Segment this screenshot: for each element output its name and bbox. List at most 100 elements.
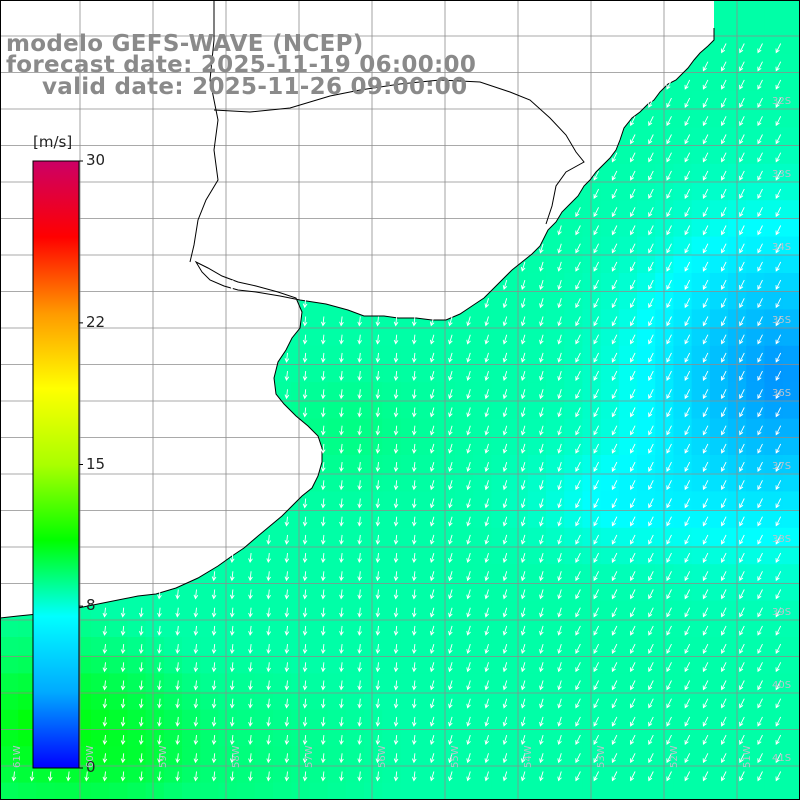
wind-cell — [655, 673, 674, 693]
wind-arrow — [684, 680, 691, 691]
wind-arrow — [411, 352, 417, 363]
wind-cell — [345, 400, 365, 420]
wind-arrow — [411, 371, 417, 382]
wind-arrow — [648, 625, 654, 636]
wind-cell — [782, 72, 800, 92]
wind-cell — [400, 473, 420, 492]
wind-cell — [582, 655, 602, 674]
wind-arrow — [466, 716, 471, 727]
wind-arrow — [484, 425, 490, 436]
wind-arrow — [302, 389, 308, 400]
wind-cell — [600, 163, 620, 183]
wind-cell — [473, 600, 492, 620]
wind-arrow — [211, 662, 217, 673]
wind-cell — [182, 746, 201, 765]
wind-arrow — [629, 170, 636, 181]
wind-cell — [655, 382, 674, 401]
wind-cell — [436, 455, 456, 474]
wind-arrow — [357, 334, 362, 345]
wind-cell — [764, 491, 784, 511]
wind-arrow — [520, 552, 526, 563]
wind-arrow — [429, 643, 435, 654]
wind-arrow — [502, 771, 508, 782]
wind-cell — [709, 364, 729, 383]
wind-arrow — [629, 461, 636, 472]
wind-cell — [309, 491, 329, 511]
wind-arrow — [611, 298, 618, 309]
wind-cell — [182, 618, 201, 638]
wind-arrow — [629, 589, 636, 600]
wind-arrow — [666, 170, 672, 181]
wind-arrow — [684, 516, 691, 527]
wind-arrow — [702, 188, 709, 199]
wind-cell — [91, 691, 110, 711]
wind-arrow — [684, 243, 691, 254]
wind-cell — [582, 291, 602, 310]
wind-arrow — [557, 571, 562, 582]
wind-arrow — [539, 352, 544, 363]
wind-cell — [473, 491, 492, 511]
wind-cell — [145, 637, 165, 656]
wind-arrow — [520, 480, 526, 491]
wind-arrow — [629, 370, 636, 381]
wind-cell — [509, 436, 529, 456]
wind-cell — [546, 546, 565, 565]
wind-arrow — [84, 771, 89, 782]
wind-arrow — [157, 607, 162, 618]
wind-arrow — [702, 352, 709, 363]
wind-arrow — [357, 680, 362, 691]
wind-arrow — [775, 334, 782, 345]
wind-arrow — [302, 371, 308, 382]
wind-arrow — [575, 662, 581, 673]
wind-arrow — [557, 662, 562, 673]
wind-cell — [673, 455, 693, 474]
wind-arrow — [629, 443, 636, 454]
wind-cell — [691, 127, 711, 147]
wind-cell — [546, 236, 565, 256]
wind-arrow — [502, 443, 508, 454]
wind-arrow — [702, 771, 709, 782]
wind-cell — [418, 746, 438, 765]
wind-arrow — [175, 625, 180, 636]
wind-arrow — [229, 553, 235, 564]
wind-cell — [182, 709, 201, 729]
wind-cell — [746, 273, 765, 292]
wind-cell — [345, 509, 365, 529]
wind-cell — [491, 455, 511, 474]
wind-arrow — [539, 316, 544, 327]
wind-arrow — [611, 607, 618, 618]
wind-arrow — [611, 334, 618, 345]
wind-cell — [509, 546, 529, 565]
wind-arrow — [648, 443, 654, 454]
wind-arrow — [484, 389, 490, 400]
wind-arrow — [339, 735, 344, 746]
wind-arrow — [339, 753, 344, 764]
wind-cell — [345, 691, 365, 711]
wind-arrow — [448, 534, 453, 545]
wind-arrow — [448, 643, 453, 654]
wind-arrow — [375, 625, 381, 636]
wind-cell — [618, 364, 638, 383]
wind-arrow — [557, 734, 562, 745]
wind-cell — [782, 236, 800, 256]
wind-cell — [582, 455, 602, 474]
wind-arrow — [357, 316, 362, 327]
wind-cell — [436, 582, 456, 602]
wind-arrow — [775, 589, 782, 600]
wind-cell — [218, 782, 238, 800]
wind-arrow — [502, 389, 508, 400]
wind-cell — [473, 673, 492, 693]
wind-cell — [709, 0, 729, 19]
wind-cell — [691, 382, 711, 401]
wind-cell — [582, 582, 602, 602]
wind-cell — [509, 655, 529, 674]
wind-cell — [509, 673, 529, 693]
wind-cell — [327, 418, 347, 438]
wind-arrow — [720, 607, 727, 618]
wind-arrow — [720, 389, 727, 400]
wind-arrow — [284, 753, 290, 764]
wind-arrow — [448, 571, 453, 582]
wind-arrow — [648, 334, 654, 345]
wind-arrow — [739, 134, 745, 145]
wind-arrow — [502, 425, 508, 436]
